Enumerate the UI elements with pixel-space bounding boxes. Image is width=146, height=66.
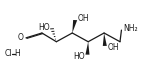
Text: H: H bbox=[14, 50, 20, 58]
Text: O: O bbox=[18, 33, 24, 42]
Text: OH: OH bbox=[77, 14, 89, 23]
Text: HO: HO bbox=[73, 52, 85, 61]
Polygon shape bbox=[85, 42, 89, 55]
Text: NH₂: NH₂ bbox=[124, 24, 138, 33]
Text: OH: OH bbox=[108, 43, 119, 52]
Polygon shape bbox=[72, 20, 77, 33]
Text: Cl: Cl bbox=[5, 50, 12, 58]
Polygon shape bbox=[103, 33, 107, 46]
Text: HO: HO bbox=[38, 23, 50, 32]
